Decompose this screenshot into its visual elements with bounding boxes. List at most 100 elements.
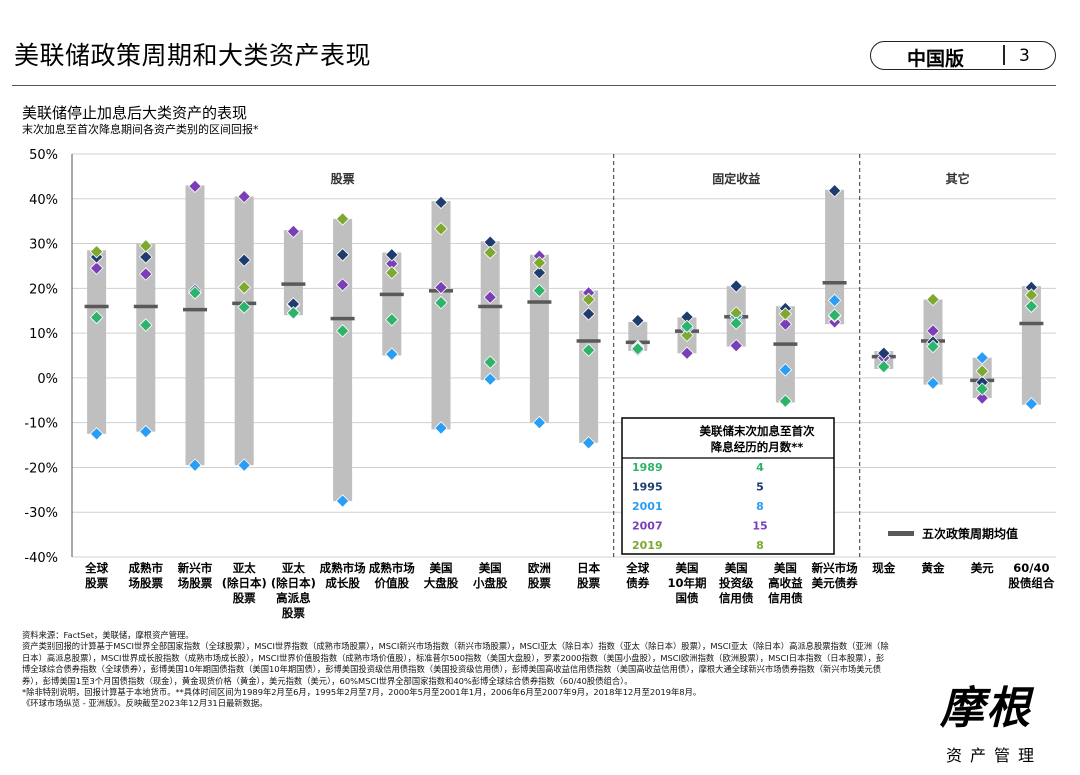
data-point-2007 <box>434 280 448 295</box>
section-label: 固定收益 <box>712 171 760 186</box>
data-point-2007 <box>237 189 251 204</box>
data-point-2019 <box>975 364 989 378</box>
data-point-1989 <box>778 394 793 408</box>
months-table-value: 15 <box>752 520 767 533</box>
y-tick-label: -40% <box>24 551 58 566</box>
data-point-2007 <box>139 267 153 281</box>
footnote-publication: 《环球市场纵览 - 亚洲版》。反映截至2023年12月31日最新数据。 <box>22 698 268 709</box>
edition-label: 中国版 <box>907 48 965 70</box>
legend-mean-label: 五次政策周期均值 <box>922 526 1018 541</box>
mean-marker <box>576 339 601 343</box>
range-chart: 50% 40% 30% 20% 10% 0% -10% -20% -30% -40% 股票 固定收益 其… <box>24 148 1056 620</box>
data-point-2001 <box>778 363 793 377</box>
x-category-label: 场股票 <box>178 576 213 590</box>
data-point-2019 <box>483 245 497 260</box>
data-point-1989 <box>434 295 448 310</box>
x-category-label: 美国 <box>774 561 797 575</box>
legend-mean-swatch <box>888 531 914 536</box>
x-category-label: 现金 <box>872 561 895 575</box>
data-point-1995 <box>237 253 251 267</box>
data-point-2019 <box>778 307 793 321</box>
footnote-source: 资料来源：FactSet，美联储，摩根资产管理。 <box>22 630 194 640</box>
footnote-indices: 资产类别回报的计算基于MSCI世界全部国家指数（全球股票），MSCI世界指数（成… <box>22 641 889 686</box>
data-point-2019 <box>335 212 350 226</box>
data-point-2019 <box>237 280 251 295</box>
x-category-label: 亚太 <box>282 561 305 575</box>
x-category-label: 新兴市 <box>178 561 213 575</box>
data-point-2007 <box>89 261 104 275</box>
edition-badge[interactable]: 中国版 3 <box>870 41 1056 70</box>
section-label: 其它 <box>946 171 970 186</box>
data-point-1989 <box>139 318 153 332</box>
chart-subtitle: 末次加息至首次降息期间各资产类别的区间回报* <box>22 123 259 136</box>
range-bar <box>1021 286 1041 405</box>
x-category-label: 60/40 <box>1013 561 1049 575</box>
x-category-label: 股票 <box>282 606 305 620</box>
months-table-year: 2001 <box>632 500 663 513</box>
x-category-label: 美国 <box>725 561 748 575</box>
data-point-2001 <box>975 350 989 365</box>
data-point-1989 <box>680 319 694 334</box>
mean-marker <box>822 281 847 285</box>
data-point-2007 <box>729 338 743 353</box>
months-table-year: 2007 <box>632 520 663 533</box>
range-bar <box>283 230 303 316</box>
section-label: 股票 <box>331 171 355 186</box>
data-point-2019 <box>385 265 399 280</box>
data-point-2019 <box>926 292 940 307</box>
x-category-label: 成熟市场 <box>320 561 366 575</box>
edition-divider <box>1003 45 1005 65</box>
data-point-1995 <box>827 183 842 198</box>
x-category-label: 信用债 <box>719 591 754 605</box>
months-table-year: 1995 <box>632 481 663 494</box>
y-tick-label: -30% <box>24 506 58 521</box>
data-point-1989 <box>827 308 842 322</box>
data-point-2007 <box>335 277 350 292</box>
data-point-2019 <box>89 244 104 259</box>
data-point-1995 <box>877 346 891 361</box>
x-category-label: 债券 <box>626 576 649 590</box>
x-category-label: 场股票 <box>129 576 164 590</box>
x-category-label: 新兴市场 <box>812 561 858 575</box>
mean-marker <box>281 282 306 286</box>
data-point-1989 <box>89 310 104 325</box>
mean-marker <box>773 342 798 346</box>
x-category-label: 成熟市 <box>129 561 164 575</box>
x-category-label: 股票 <box>85 576 108 590</box>
data-point-1989 <box>188 286 202 300</box>
data-point-1989 <box>385 312 399 327</box>
data-point-2007 <box>778 317 793 331</box>
range-bar <box>480 241 500 381</box>
data-point-2007 <box>483 290 497 305</box>
mean-marker <box>84 304 109 309</box>
data-point-1995 <box>581 307 596 321</box>
x-category-label: (除日本) <box>222 576 267 590</box>
data-point-2007 <box>286 224 301 239</box>
x-category-label: 欧洲 <box>528 561 551 575</box>
data-point-1989 <box>877 359 891 374</box>
data-point-2001 <box>483 372 497 386</box>
data-point-1995 <box>532 265 547 280</box>
range-bar <box>529 254 549 423</box>
data-point-2019 <box>434 222 448 236</box>
data-point-1989 <box>335 324 350 338</box>
y-tick-label: 0% <box>37 372 58 387</box>
mean-marker <box>183 307 207 312</box>
x-category-label: 国债 <box>676 591 699 605</box>
y-tick-label: -20% <box>24 461 58 476</box>
data-point-2001 <box>188 458 202 472</box>
data-point-1989 <box>483 355 497 369</box>
months-table-value: 8 <box>756 539 764 552</box>
data-point-1989 <box>975 382 989 396</box>
range-bar <box>185 185 205 466</box>
x-category-label: 全球 <box>625 561 649 575</box>
range-bar <box>87 250 107 434</box>
brand-logo: 摩根 资产管理 <box>940 672 1060 766</box>
x-category-label: 美国 <box>430 561 453 575</box>
data-point-1989 <box>286 306 301 320</box>
data-point-1989 <box>631 342 645 356</box>
data-point-2001 <box>237 458 251 472</box>
data-point-2001 <box>581 436 596 450</box>
x-category-label: 10年期 <box>667 576 706 590</box>
mean-marker <box>527 300 552 304</box>
